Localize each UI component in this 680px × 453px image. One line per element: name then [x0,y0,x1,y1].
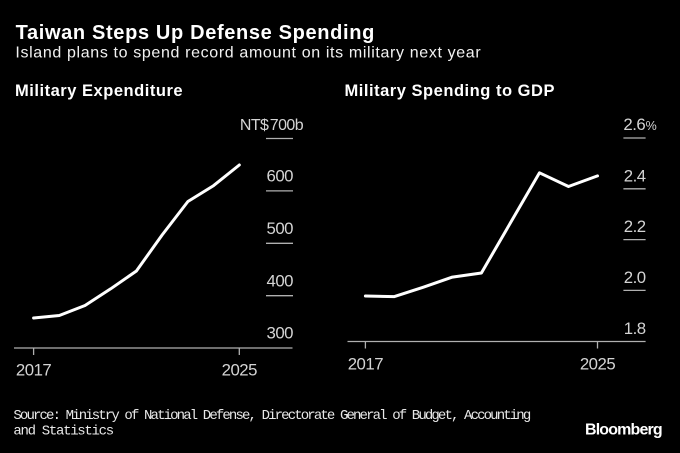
svg-text:2017: 2017 [16,361,51,380]
svg-text:Military Spending to GDP: Military Spending to GDP [345,82,556,100]
svg-text:2025: 2025 [580,354,615,373]
svg-text:2017: 2017 [348,354,383,373]
svg-text:2.4: 2.4 [624,166,646,185]
svg-text:600: 600 [267,167,294,186]
svg-text:Military Expenditure: Military Expenditure [15,82,183,100]
svg-text:2025: 2025 [222,361,257,380]
svg-text:1.8: 1.8 [624,319,646,338]
svg-text:2.2: 2.2 [624,217,646,236]
svg-text:Bloomberg: Bloomberg [585,421,662,438]
svg-text:Island plans to spend record a: Island plans to spend record amount on i… [15,45,481,62]
svg-text:and Statistics: and Statistics [13,423,113,439]
svg-text:Source: Ministry of National D: Source: Ministry of National Defense, Di… [13,408,530,424]
svg-text:2.0: 2.0 [624,268,646,287]
svg-text:2.6%: 2.6% [623,115,656,134]
svg-text:300: 300 [267,324,294,343]
svg-text:400: 400 [267,271,294,290]
svg-text:NT$700b: NT$700b [240,117,304,134]
svg-text:Taiwan Steps Up Defense Spendi: Taiwan Steps Up Defense Spending [16,22,375,44]
svg-text:500: 500 [267,219,294,238]
